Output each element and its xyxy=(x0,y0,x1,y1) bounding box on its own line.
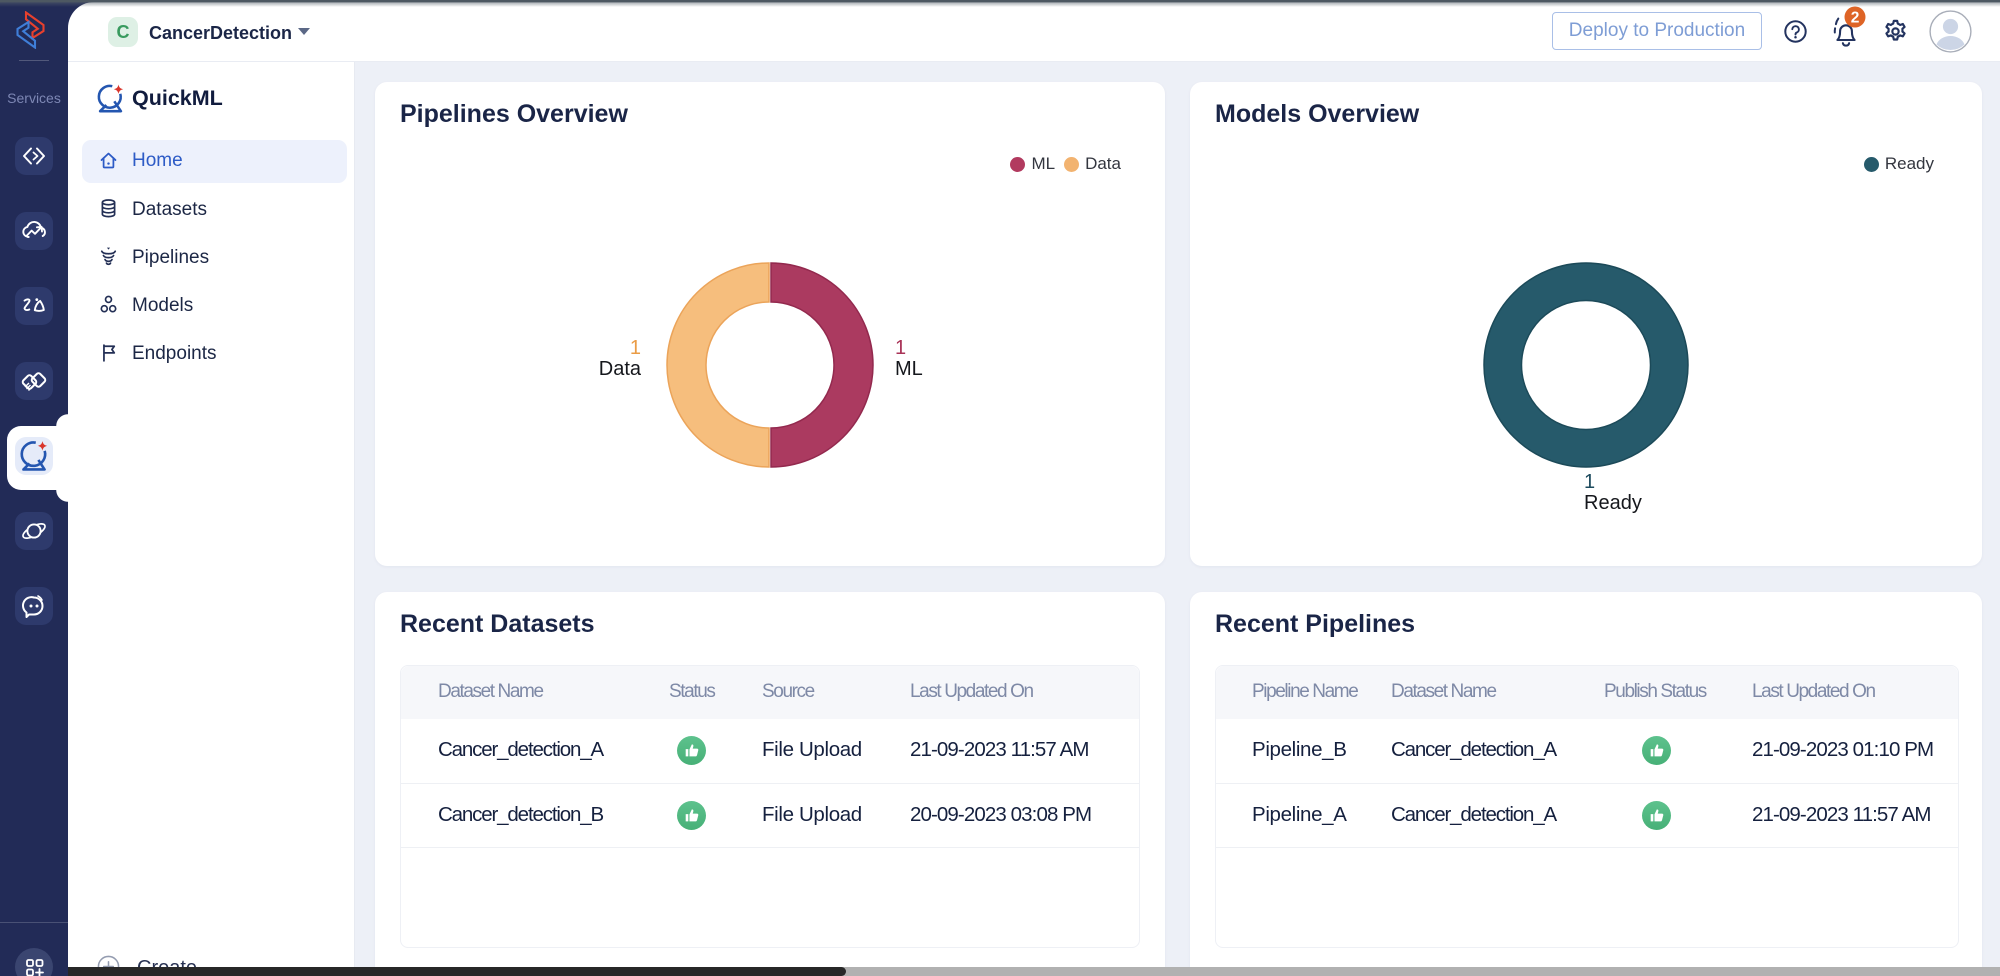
svg-text:2: 2 xyxy=(1851,9,1860,26)
